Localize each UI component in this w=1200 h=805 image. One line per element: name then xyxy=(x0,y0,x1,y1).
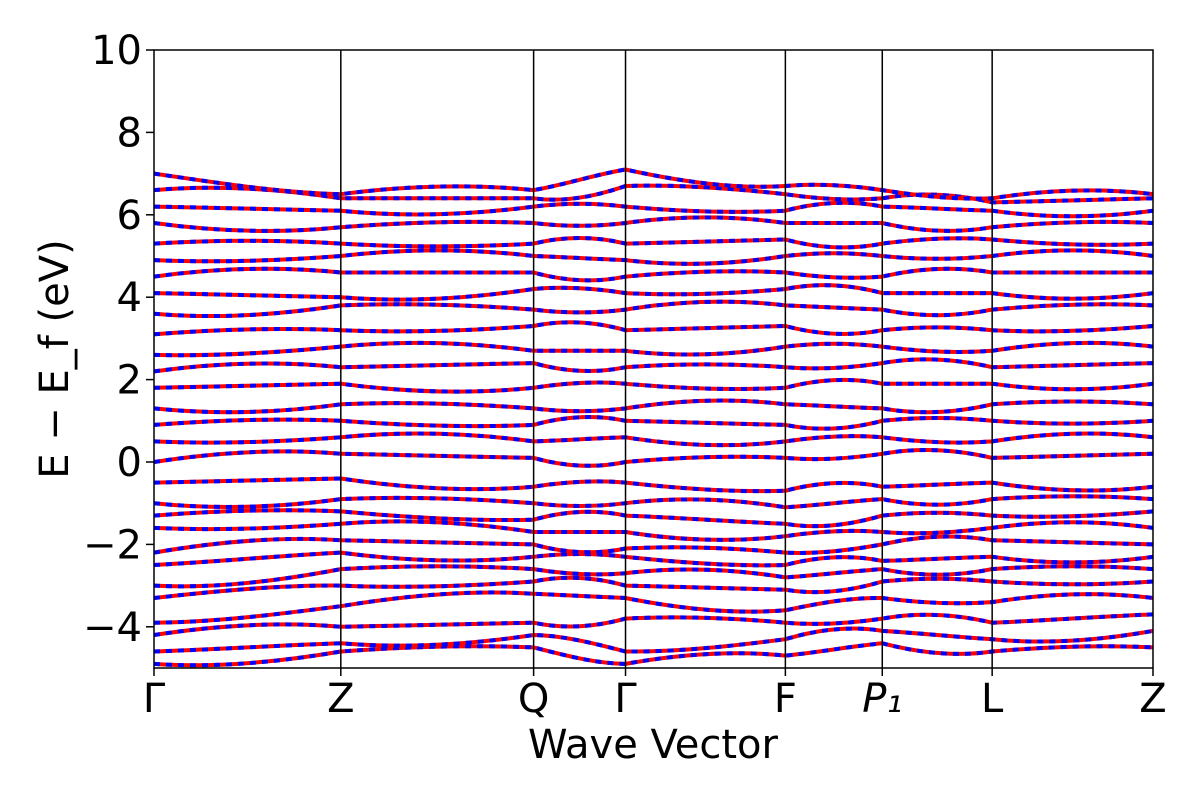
x-tick-label: P₁ xyxy=(862,676,902,722)
band-line-blue xyxy=(154,641,1153,668)
band-line-red xyxy=(154,340,1153,358)
band-line-blue xyxy=(154,534,1153,555)
x-tick-label: Z xyxy=(327,676,354,722)
y-tick-label: 2 xyxy=(117,358,142,404)
y-tick-label: 4 xyxy=(117,275,142,321)
x-tick-label: L xyxy=(981,676,1004,722)
x-axis: Γ Z Q Γ F P₁ L Z xyxy=(143,668,1167,722)
y-tick-label: 8 xyxy=(117,110,142,156)
y-axis-title: E − E_f (eV) xyxy=(32,239,78,478)
bands-layer xyxy=(154,167,1153,668)
plot-frame xyxy=(153,49,1154,669)
band-line-red xyxy=(154,508,1153,529)
band-line-blue xyxy=(154,357,1153,374)
band-line-blue xyxy=(154,183,1153,205)
y-tick-label: 10 xyxy=(91,28,142,74)
band-line-blue xyxy=(154,299,1153,319)
band-line-blue xyxy=(154,320,1153,337)
band-line-red xyxy=(154,494,1153,510)
band-line-red xyxy=(154,612,1153,637)
y-axis: −4 −2 0 2 4 6 8 10 xyxy=(83,28,154,651)
band-line-blue xyxy=(154,612,1153,637)
band-line-blue xyxy=(154,575,1153,600)
y-tick-label: 0 xyxy=(117,440,142,486)
band-line-red xyxy=(154,299,1153,319)
y-tick-label: −4 xyxy=(83,605,142,651)
x-tick-label: Γ xyxy=(614,676,637,722)
y-tick-label: −2 xyxy=(83,522,142,568)
band-line-blue xyxy=(154,590,1153,625)
x-tick-label: Z xyxy=(1139,676,1166,722)
band-line-blue xyxy=(154,508,1153,529)
x-axis-title: Wave Vector xyxy=(528,722,779,768)
band-line-blue xyxy=(154,626,1153,654)
band-line-red xyxy=(154,266,1153,283)
x-tick-label: F xyxy=(774,676,797,722)
band-line-red xyxy=(154,357,1153,374)
y-tick-label: 6 xyxy=(117,193,142,239)
high-symmetry-lines xyxy=(340,50,993,668)
band-line-red xyxy=(154,550,1153,568)
band-line-blue xyxy=(154,167,1153,201)
band-line-blue xyxy=(154,448,1153,468)
band-line-blue xyxy=(154,550,1153,568)
band-line-blue xyxy=(154,266,1153,283)
x-tick-label: Γ xyxy=(143,676,166,722)
band-line-red xyxy=(154,215,1153,233)
band-line-blue xyxy=(154,415,1153,431)
band-line-blue xyxy=(154,564,1153,589)
x-tick-label: Q xyxy=(518,676,549,722)
